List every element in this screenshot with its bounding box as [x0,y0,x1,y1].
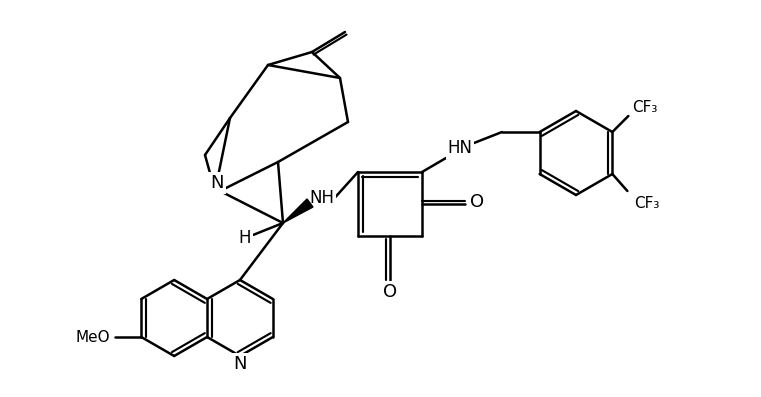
Text: CF₃: CF₃ [634,197,659,212]
Text: O: O [470,193,484,211]
Text: CF₃: CF₃ [632,100,657,116]
Polygon shape [283,199,313,223]
Text: N: N [210,174,224,192]
Text: NH: NH [310,189,335,207]
Text: O: O [383,283,397,301]
Text: HN: HN [447,139,473,157]
Text: H: H [239,229,251,247]
Text: N: N [234,355,247,373]
Text: MeO: MeO [76,330,110,345]
